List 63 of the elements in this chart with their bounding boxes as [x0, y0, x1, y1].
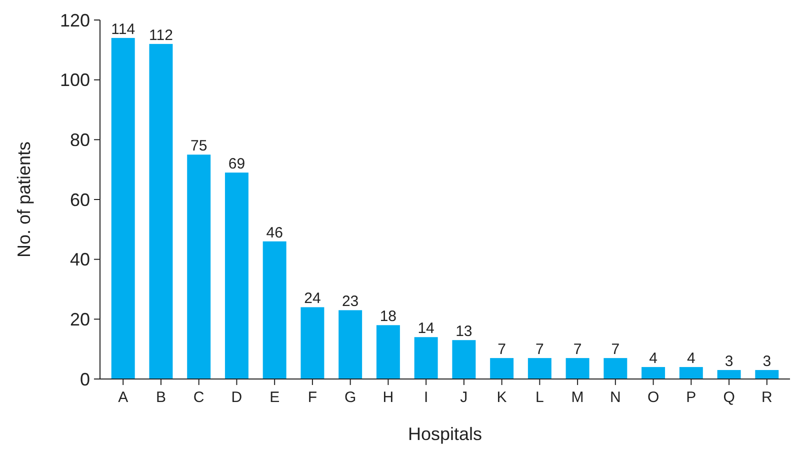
data-label: 69 [228, 156, 246, 173]
x-tick-label: K [496, 389, 507, 406]
bar [566, 358, 590, 379]
data-label: 4 [649, 350, 658, 368]
x-tick-label: O [647, 389, 660, 406]
bar [262, 241, 286, 379]
data-label: 4 [686, 350, 696, 368]
data-label: 18 [380, 308, 397, 326]
x-tick-label: G [344, 389, 356, 406]
y-axis-title: No. of patients [14, 141, 34, 258]
x-tick-label: D [231, 389, 242, 406]
data-label: 13 [456, 323, 472, 340]
x-tick-label: I [424, 389, 428, 406]
x-tick-label: L [536, 389, 544, 406]
x-tick-label: P [686, 389, 696, 406]
y-tick-label: 0 [80, 369, 90, 390]
x-tick-label: R [761, 389, 772, 406]
data-label: 3 [724, 353, 734, 370]
x-tick-label: H [382, 389, 394, 406]
y-tick-label: 40 [70, 250, 90, 270]
bar [528, 358, 552, 379]
bar [755, 370, 779, 379]
bar [452, 340, 476, 379]
bar [111, 38, 135, 379]
x-tick-label: M [571, 389, 584, 406]
y-tick-label: 100 [60, 70, 90, 90]
bar [300, 307, 324, 379]
data-label: 75 [190, 138, 208, 155]
y-tick-label: 120 [60, 10, 90, 30]
x-tick-label: B [156, 389, 166, 406]
x-tick-label: J [460, 389, 468, 406]
bar [149, 44, 173, 379]
bar [414, 337, 438, 379]
y-tick-label: 60 [70, 190, 90, 210]
x-tick-label: F [308, 389, 318, 406]
bar [338, 310, 362, 379]
x-axis-title: Hospitals [408, 424, 482, 444]
bar [490, 358, 514, 379]
bar [679, 367, 703, 379]
x-tick-label: C [193, 389, 204, 406]
data-label: 7 [573, 341, 582, 358]
data-label: 23 [342, 293, 359, 310]
data-label: 7 [498, 341, 506, 358]
x-tick-label: Q [723, 389, 735, 406]
x-tick-label: E [270, 389, 280, 406]
data-label: 7 [611, 341, 620, 358]
data-label: 114 [111, 20, 136, 38]
bar [224, 172, 248, 379]
y-tick-label: 80 [70, 130, 90, 150]
data-label: 7 [536, 341, 544, 358]
data-label: 24 [304, 290, 321, 308]
data-label: 14 [418, 320, 434, 338]
x-tick-label: A [118, 389, 128, 406]
y-tick-label: 20 [70, 309, 90, 330]
data-label: 46 [266, 224, 283, 242]
bar [187, 154, 211, 379]
bar [376, 325, 400, 379]
bar [642, 367, 666, 379]
x-tick-label: N [610, 389, 621, 406]
data-label: 112 [149, 26, 173, 44]
bar [604, 358, 628, 379]
data-label: 3 [762, 353, 772, 370]
bar [717, 370, 741, 379]
